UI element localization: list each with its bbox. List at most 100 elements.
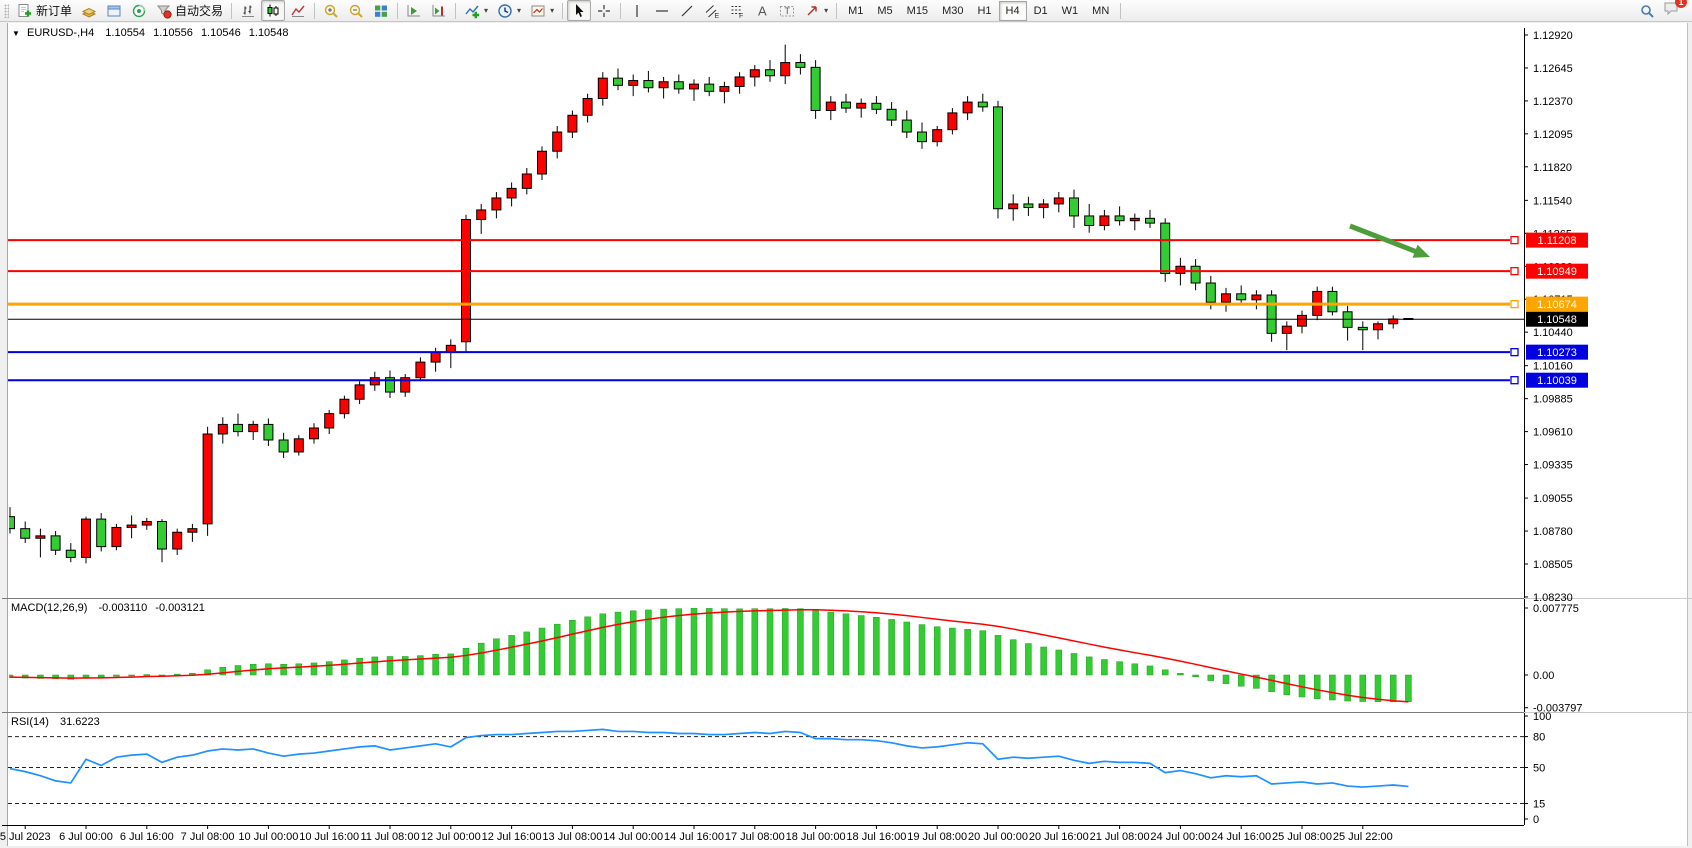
candle-body [689,83,699,90]
candle-body [704,83,715,92]
trendline-icon [679,3,695,19]
crosshair-button[interactable] [592,0,616,21]
templates-button[interactable]: ▾ [526,0,558,21]
indicators-button[interactable]: ▾ [460,0,492,21]
timeframe-m1-button[interactable]: M1 [848,4,864,17]
candle-body [157,520,167,550]
zoom-in-icon [323,3,339,19]
new-order-button[interactable]: 新订单 [13,0,76,21]
time-axis[interactable]: 5 Jul 2023 6 Jul 00:00 6 Jul 16:00 7 Jul 08… [0,826,1393,843]
candle-body [613,77,623,86]
macd-signal-line [9,609,1409,703]
line-price-badge: 1.10039 [1537,375,1577,387]
market-watch-button[interactable] [77,0,101,21]
candle-body [141,520,152,526]
line-anchor-handle[interactable] [1510,348,1519,357]
arrows-button[interactable]: ▾ [800,0,832,21]
cursor-icon [571,3,587,19]
line-anchor-handle[interactable] [1510,299,1519,309]
search-icon[interactable] [1639,3,1655,19]
timeframe-mn-button[interactable]: MN [1092,4,1110,17]
line-anchor-handle[interactable] [1510,267,1519,276]
community-chat-button[interactable]: 1 [1663,0,1687,21]
periods-button[interactable]: ▾ [493,0,525,21]
price-tick-label: 1.12370 [1533,96,1573,108]
timeframe-m15-button[interactable]: M15 [906,4,929,17]
timeframe-w1-button[interactable]: W1 [1061,4,1079,17]
tile-windows-button[interactable] [369,0,393,21]
horizontal-line-object[interactable]: 1.10273 [8,344,1588,360]
timeframe-m30-button[interactable]: M30 [942,4,964,17]
candle-body [293,438,304,453]
auto-trading-label: 自动交易 [175,4,224,18]
text-label-button[interactable]: T [775,0,799,21]
candle-body [552,131,563,152]
chart-window[interactable] [0,23,1692,848]
notification-badge[interactable]: 1 [1675,0,1687,8]
rsi-axis[interactable]: 100 80 50 15 0 [1524,711,1551,826]
horizontal-line-object[interactable]: 1.10674 [8,296,1588,312]
candle-body [537,150,547,175]
candle-body [871,102,882,110]
indicators-dropdown-icon[interactable]: ▾ [484,6,489,15]
timeframe-d1-button[interactable]: D1 [1033,4,1048,17]
time-tick-label: 25 Jul 22:00 [1333,831,1393,843]
arrow-annotation[interactable] [1349,223,1430,258]
time-tick-label: 14 Jul 16:00 [664,831,724,843]
line-chart-button[interactable] [286,0,310,21]
chart-shift-button[interactable] [427,0,451,21]
vertical-line-button[interactable] [625,0,649,21]
periods-dropdown-icon[interactable]: ▾ [517,6,522,15]
line-anchor-handle[interactable] [1510,235,1519,245]
macd-histogram [9,607,1412,703]
trendline-button[interactable] [675,0,699,21]
candle-body [278,439,289,453]
equidistant-channel-button[interactable]: E [700,0,724,21]
arrows-dropdown-icon[interactable]: ▾ [824,6,829,15]
candle-body [658,81,669,89]
fibonacci-button[interactable]: F [725,0,749,21]
time-tick-label: 11 Jul 08:00 [360,831,419,843]
zoom-in-button[interactable] [319,0,343,21]
candle-body [172,531,183,550]
text-button[interactable]: A [750,0,774,21]
candle-body [35,535,46,539]
horizontal-line-button[interactable] [650,0,674,21]
candle-body [917,131,927,143]
candle-body [202,433,213,525]
toolbar-grip[interactable] [4,3,9,18]
auto-scroll-button[interactable] [402,0,426,21]
timeframe-m5-button[interactable]: M5 [877,4,893,17]
horizontal-line-object[interactable]: 1.10949 [8,263,1588,279]
candle-body [901,119,912,133]
chevron-down-icon[interactable]: ▼ [12,29,20,38]
candle-body [491,197,502,211]
periods-icon [497,3,513,19]
chart-canvas[interactable]: 1.12920 1.12645 1.12370 1.12095 1.11820 1.115… [0,23,1692,848]
time-tick-label: 12 Jul 00:00 [421,831,481,843]
chart-shift-icon [431,3,447,19]
ohlc-high: 1.10556 [153,27,193,39]
time-tick-label: 17 Jul 08:00 [725,831,785,843]
data-window-button[interactable] [102,0,126,21]
horizontal-line-object[interactable]: 1.10039 [8,372,1588,388]
candle-body [521,173,532,189]
cursor-button[interactable] [567,0,592,21]
line-anchor-handle[interactable] [1510,376,1519,385]
time-tick-label: 6 Jul 16:00 [120,831,174,843]
candle-body [643,80,654,89]
line-price-badge: 1.10674 [1537,299,1577,311]
timeframe-h4-button[interactable]: H4 [998,0,1027,21]
zoom-out-button[interactable] [344,0,368,21]
auto-trading-button[interactable]: 自动交易 [152,0,227,21]
timeframe-h1-button[interactable]: H1 [977,4,992,17]
bar-chart-button[interactable] [236,0,260,21]
candle-body [962,101,973,114]
candle-chart-button[interactable] [261,0,286,21]
candle-body [1175,265,1186,274]
macd-axis[interactable]: 0.007775 0.00 -0.003797 [1524,603,1583,715]
navigator-button[interactable] [127,0,151,21]
horizontal-line-object[interactable]: 1.11208 [8,232,1588,248]
templates-dropdown-icon[interactable]: ▾ [550,6,555,15]
time-tick-label: 10 Jul 00:00 [238,831,298,843]
